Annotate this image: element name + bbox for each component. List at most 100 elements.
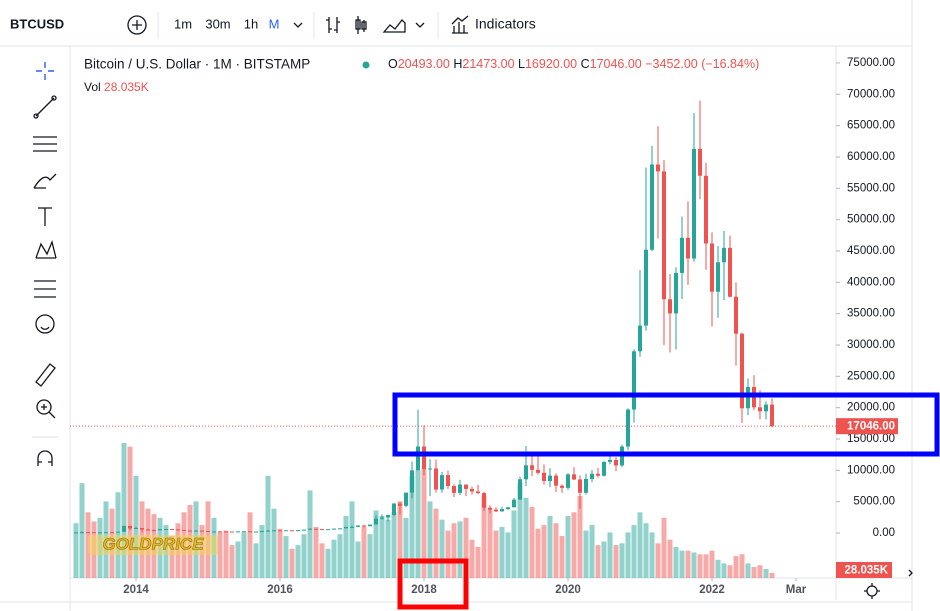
candle-body xyxy=(674,272,678,314)
volume-bar xyxy=(127,446,133,578)
interval[interactable]: 1m xyxy=(174,16,192,31)
volume-bar xyxy=(709,550,715,578)
volume-bar xyxy=(445,530,451,578)
candle-body xyxy=(542,472,546,481)
candle-body xyxy=(452,486,456,493)
candle-body xyxy=(644,249,648,326)
volume-bar xyxy=(415,470,421,578)
candle-body xyxy=(326,529,330,531)
y-tick-label: 55000.00 xyxy=(847,182,895,194)
area-icon[interactable] xyxy=(382,19,406,33)
volume-bar xyxy=(481,495,487,578)
market-status xyxy=(362,61,370,69)
symbol[interactable]: BTCUSD xyxy=(10,16,64,31)
close-label: C xyxy=(581,57,590,71)
candle-body xyxy=(446,475,450,487)
candle-body xyxy=(668,299,672,314)
volume-bar xyxy=(499,526,505,578)
pattern-tool[interactable] xyxy=(35,239,57,259)
indicators-icon[interactable] xyxy=(451,15,469,34)
candle-body xyxy=(458,484,462,493)
text-tool[interactable] xyxy=(38,207,52,226)
volume-legend: Vol 28.035K xyxy=(84,80,149,94)
candle-body xyxy=(428,468,432,470)
candle-body xyxy=(650,164,654,250)
open-value: 20493.00 xyxy=(398,57,450,71)
candle-body xyxy=(176,529,180,531)
candle-body xyxy=(770,404,774,427)
volume-bar xyxy=(259,525,265,578)
chart-type-menu[interactable] xyxy=(415,22,425,28)
volume-bar xyxy=(331,539,337,578)
crosshair-tool[interactable] xyxy=(36,62,54,80)
icon-tool[interactable] xyxy=(35,314,55,334)
candle-body xyxy=(182,529,186,531)
forecast-tool[interactable] xyxy=(34,280,56,298)
candle-body xyxy=(566,474,570,488)
drawing-tools xyxy=(32,62,58,466)
candle-body xyxy=(410,470,414,493)
candle-body xyxy=(584,478,588,493)
interval-active[interactable]: M xyxy=(269,16,280,31)
volume-bar xyxy=(559,536,565,578)
volume-bar xyxy=(451,523,457,578)
candles-icon-body xyxy=(355,19,361,30)
settings-teeth xyxy=(864,583,880,599)
candle-body xyxy=(170,528,174,530)
volume-bar xyxy=(637,512,643,578)
volume-bar xyxy=(589,525,595,578)
volume-bar xyxy=(385,519,391,578)
brush-tool[interactable] xyxy=(33,173,57,189)
volume-bar xyxy=(337,534,343,578)
volume-bar xyxy=(373,510,379,578)
volume-bar xyxy=(379,515,385,578)
volume-bar xyxy=(475,546,481,578)
volume-bar xyxy=(523,497,529,578)
interval-menu[interactable] xyxy=(293,22,303,28)
volume-badge-label: 28.035K xyxy=(845,565,889,577)
candle-body xyxy=(344,526,348,529)
candle-body xyxy=(290,530,294,532)
low-label: L xyxy=(518,57,525,71)
ruler-tool[interactable] xyxy=(35,363,56,387)
volume-bar xyxy=(433,508,439,578)
candle-body xyxy=(686,237,690,259)
volume-bar xyxy=(661,517,667,578)
candle-body xyxy=(320,529,324,531)
scroll-right[interactable] xyxy=(908,569,913,577)
last-price-badge xyxy=(836,418,898,435)
candle-body xyxy=(728,247,732,297)
volume-bar xyxy=(349,501,355,578)
volume-bar xyxy=(763,568,769,578)
candle-body xyxy=(146,529,150,531)
magnet-tool[interactable] xyxy=(37,450,53,466)
volume-bar xyxy=(289,548,295,578)
volume-bar xyxy=(391,512,397,578)
candle-body xyxy=(386,514,390,518)
candle-body xyxy=(284,530,288,532)
candle-body xyxy=(722,247,726,263)
volume-bar xyxy=(583,530,589,578)
ohlc-legend: O20493.00 H21473.00 L16920.00 C17046.00 … xyxy=(388,57,759,71)
candle-body xyxy=(314,528,318,530)
trendline-tool[interactable] xyxy=(35,97,55,117)
candle-body xyxy=(158,529,162,531)
interval[interactable]: 1h xyxy=(244,16,258,31)
volume-bar xyxy=(463,517,469,578)
volume-bar xyxy=(511,510,517,578)
volume-bar xyxy=(535,528,541,578)
bars-icon[interactable] xyxy=(326,17,340,33)
zoom-tool[interactable] xyxy=(36,399,52,415)
volume-bar xyxy=(217,532,223,578)
volume-bar xyxy=(565,515,571,578)
volume-bar xyxy=(667,539,673,578)
y-tick-label: 30000.00 xyxy=(847,339,895,351)
volume-bar xyxy=(505,532,511,578)
volume-bar xyxy=(703,554,709,578)
indicators-button[interactable]: Indicators xyxy=(475,16,536,32)
interval[interactable]: 30m xyxy=(205,16,230,31)
add-symbol[interactable] xyxy=(127,15,147,35)
fib-tool[interactable] xyxy=(33,136,57,152)
candle-body xyxy=(296,530,300,532)
candles-icon-body xyxy=(361,21,367,30)
